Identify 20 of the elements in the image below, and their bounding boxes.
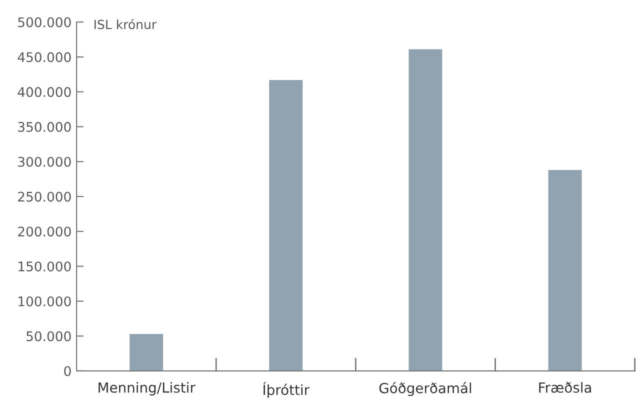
y-tick-label: 100.000	[18, 296, 71, 306]
y-tick-label: 50.000	[26, 331, 71, 342]
bar	[408, 49, 442, 371]
y-tick-label: 250.000	[18, 192, 71, 202]
x-tick-label: Fræðsla	[539, 382, 591, 393]
bar	[130, 334, 164, 371]
bar	[548, 170, 582, 371]
y-tick-label: 500.000	[18, 17, 71, 28]
x-tick-label: Menning/Listir	[98, 382, 196, 396]
y-tick-label: 450.000	[18, 52, 71, 62]
y-tick-label: 150.000	[18, 261, 71, 272]
x-tick-label: Íþróttir	[263, 382, 310, 398]
y-tick-label: 300.000	[18, 156, 71, 167]
y-tick-label: 0	[64, 366, 71, 376]
x-tick-label: Góðgerðamál	[379, 382, 472, 396]
bar	[269, 80, 303, 371]
y-axis-title: ISL krónur	[94, 18, 157, 30]
y-tick-label: 400.000	[18, 87, 71, 98]
y-tick-label: 200.000	[18, 226, 71, 237]
y-tick-label: 350.000	[18, 122, 71, 132]
